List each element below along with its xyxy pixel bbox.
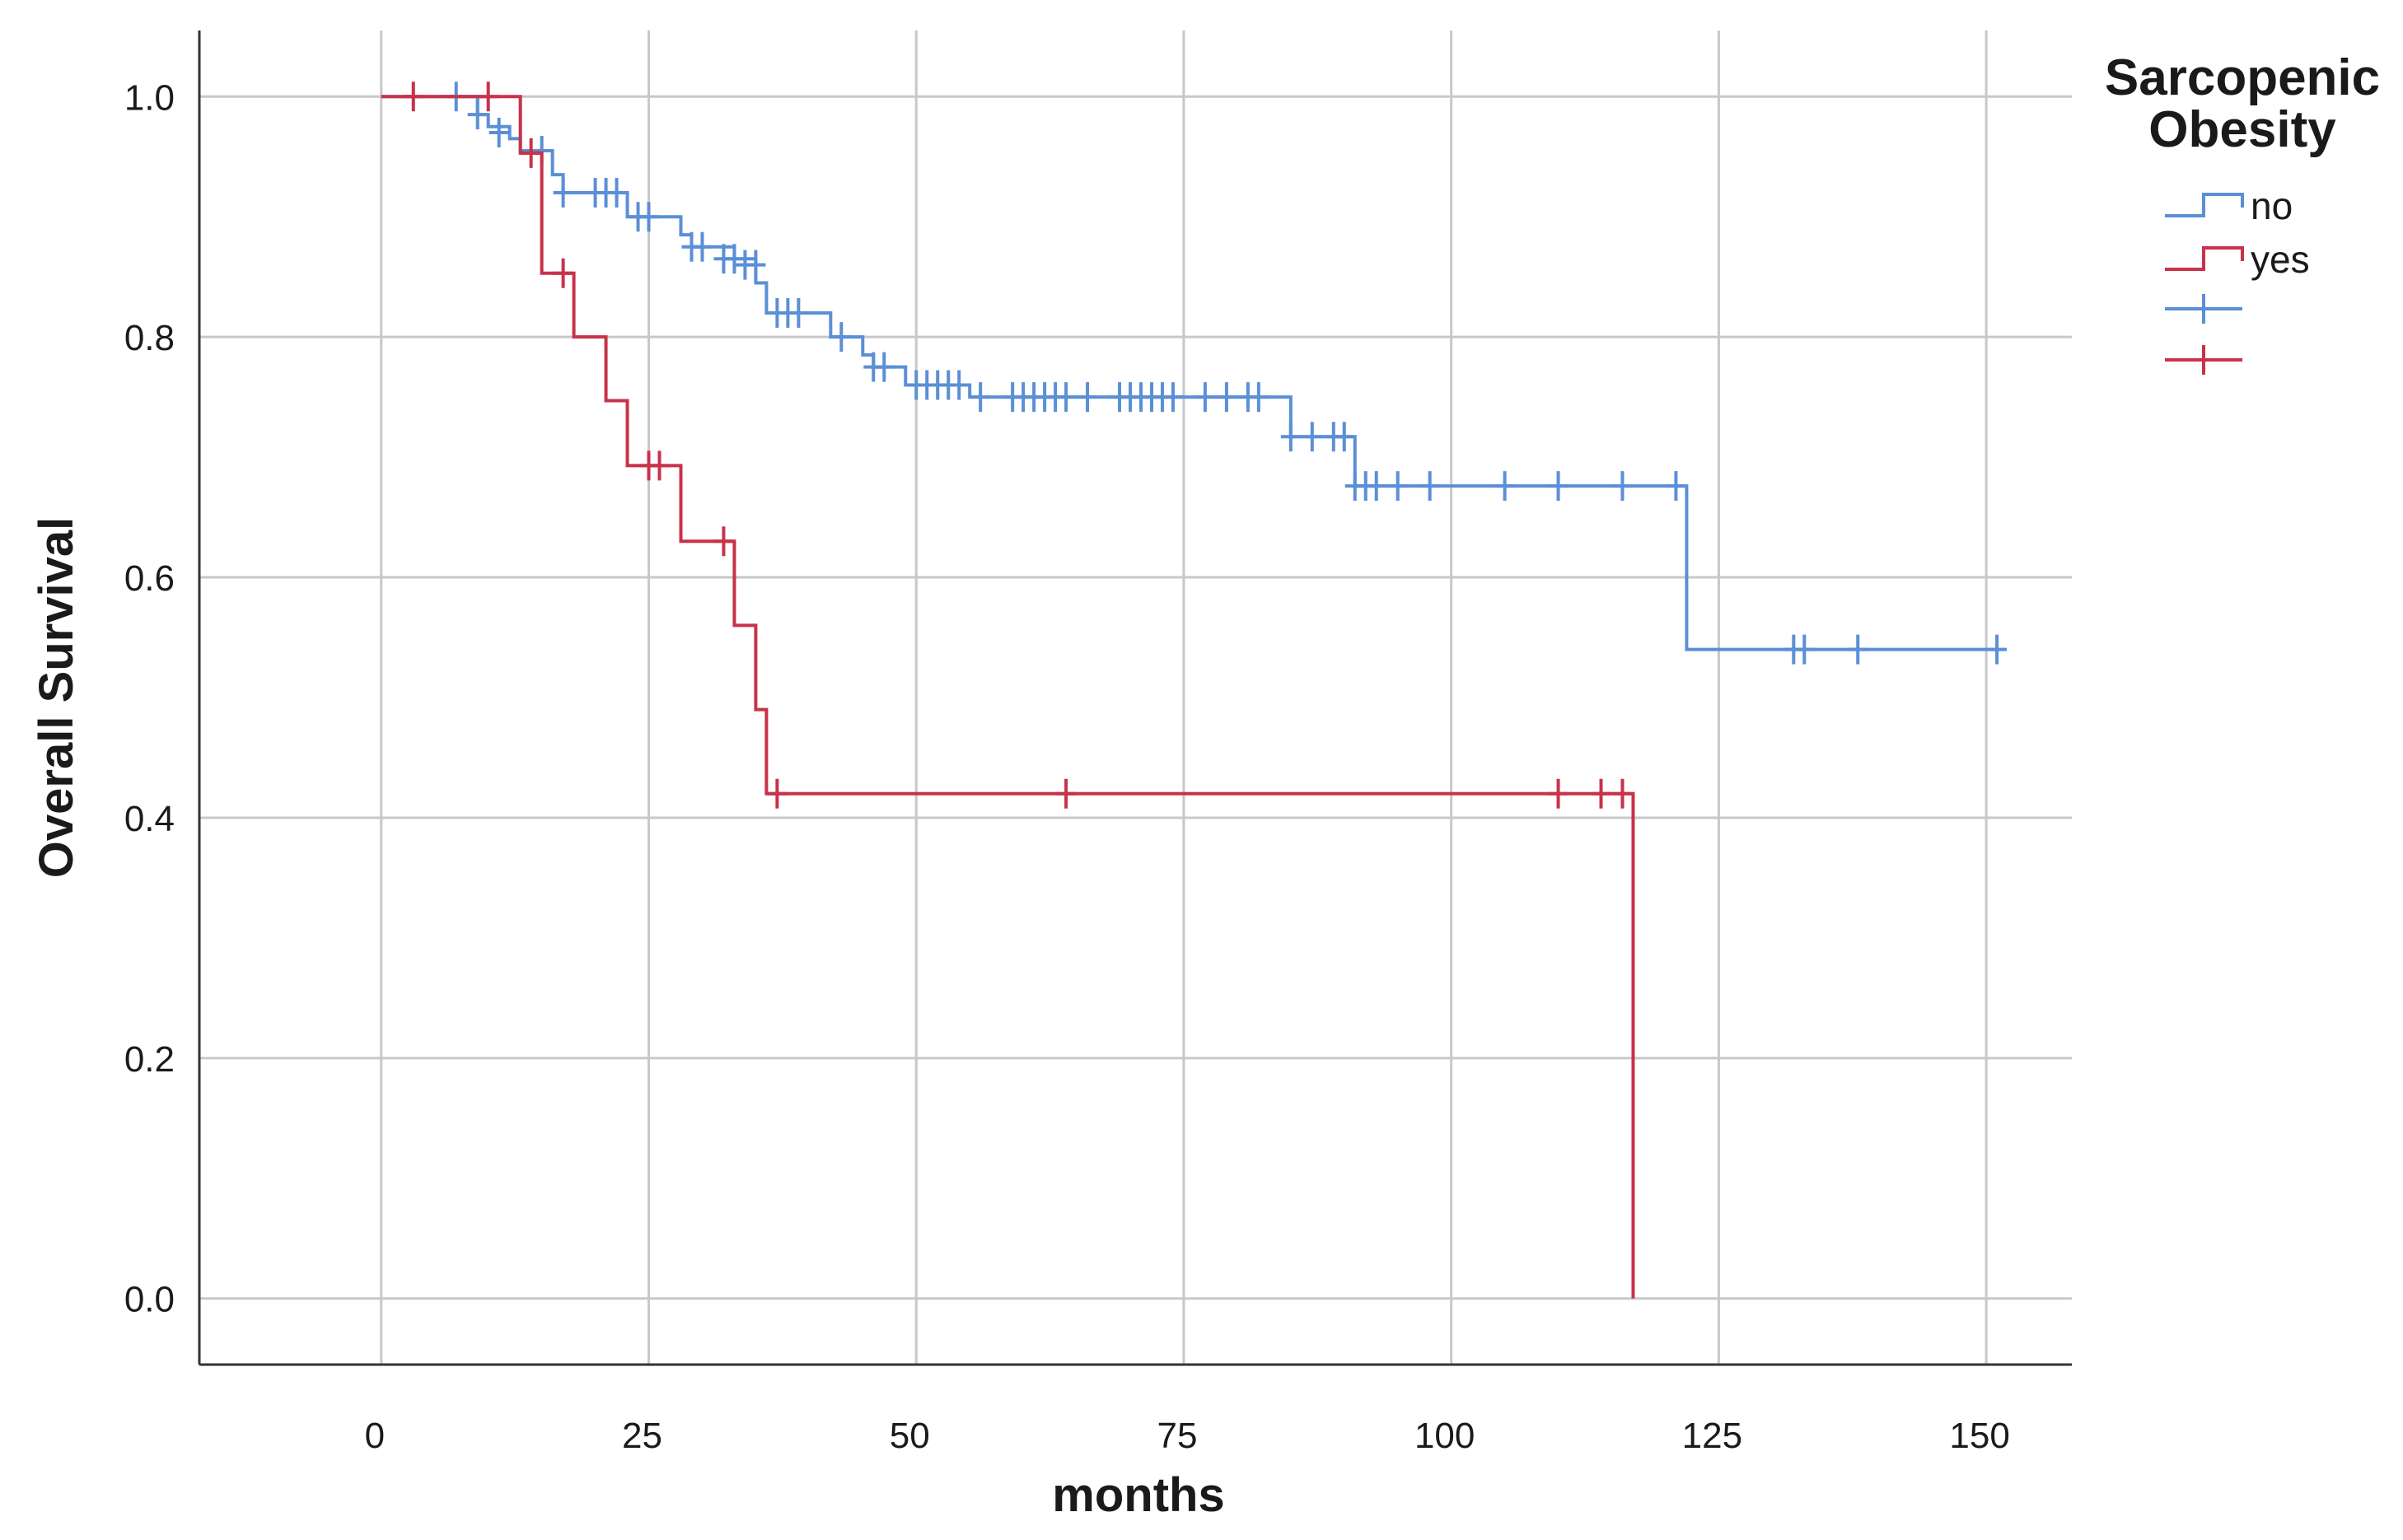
legend-censor-2	[2165, 294, 2242, 324]
censor-mark-no-57	[1666, 471, 1686, 502]
censor-mark-no-40	[1162, 382, 1183, 413]
censor-mark-no-13	[724, 244, 745, 274]
censor-mark-yes-3	[553, 258, 573, 288]
censor-mark-no-1	[467, 100, 488, 130]
censor-mark-no-18	[788, 297, 809, 328]
legend-items: no yes	[2165, 184, 2310, 375]
y-tick-label-1: 0.2	[124, 1039, 175, 1080]
censor-mark-yes-10	[1591, 778, 1611, 809]
censor-mark-no-21	[874, 352, 895, 382]
y-axis-title: Overall Survival	[30, 517, 83, 878]
axes	[198, 30, 2072, 1366]
censor-mark-no-52	[1387, 471, 1408, 502]
censor-mark-no-48	[1334, 422, 1354, 452]
censor-mark-no-60	[1848, 634, 1868, 665]
legend: Sarcopenic Obesity no yes	[2105, 49, 2380, 375]
y-tick-label-4: 0.8	[124, 318, 175, 358]
censor-mark-no-27	[970, 382, 991, 413]
censor-mark-no-34	[1078, 382, 1098, 413]
x-axis-title: months	[1052, 1468, 1224, 1522]
x-tick-labels: 0 25 50 75 100 125 150	[365, 1416, 2010, 1456]
censor-mark-no-45	[1280, 422, 1301, 452]
censor-mark-no-11	[692, 231, 713, 262]
censor-mark-yes-9	[1548, 778, 1568, 809]
y-tick-label-0: 0.0	[124, 1280, 175, 1320]
censor-mark-no-59	[1794, 634, 1815, 665]
censor-mark-yes-0	[403, 82, 423, 112]
censor-mark-yes-8	[1056, 778, 1077, 809]
y-tick-label-2: 0.4	[124, 799, 175, 839]
censor-mark-no-33	[1056, 382, 1077, 413]
x-tick-label-6: 150	[1949, 1416, 2009, 1456]
legend-title-line1: Sarcopenic	[2105, 49, 2380, 106]
censor-mark-no-56	[1612, 471, 1633, 502]
x-tick-label-0: 0	[365, 1416, 385, 1456]
legend-censor-3	[2165, 345, 2242, 375]
y-tick-labels: 0.0 0.2 0.4 0.6 0.8 1.0	[124, 77, 175, 1319]
censor-mark-no-7	[606, 178, 627, 208]
censor-mark-yes-7	[767, 778, 788, 809]
censor-mark-no-42	[1216, 382, 1237, 413]
series-line-yes	[381, 95, 1635, 1299]
censor-mark-no-54	[1494, 471, 1515, 502]
censor-mark-no-4	[553, 178, 573, 208]
legend-line-1	[2165, 246, 2244, 271]
censor-mark-no-51	[1366, 471, 1386, 502]
censor-mark-no-55	[1548, 471, 1568, 502]
censor-mark-yes-6	[713, 526, 734, 557]
censor-mark-no-19	[831, 322, 852, 352]
censor-mark-no-41	[1194, 382, 1215, 413]
censor-mark-no-26	[949, 370, 970, 400]
y-tick-label-5: 1.0	[124, 77, 175, 118]
legend-label-1: yes	[2251, 238, 2310, 281]
censor-mark-no-15	[746, 250, 766, 280]
censor-mark-no-61	[1987, 634, 2008, 665]
censor-mark-yes-5	[649, 450, 670, 481]
x-tick-label-2: 50	[890, 1416, 930, 1456]
x-tick-label-1: 25	[622, 1416, 662, 1456]
censor-mark-no-44	[1248, 382, 1269, 413]
x-tick-label-5: 125	[1682, 1416, 1742, 1456]
censor-mark-yes-2	[521, 138, 541, 168]
legend-title-line2: Obesity	[2148, 101, 2336, 158]
x-tick-label-4: 100	[1414, 1416, 1475, 1456]
x-tick-label-3: 75	[1157, 1416, 1197, 1456]
legend-line-0	[2165, 193, 2244, 217]
censor-mark-yes-11	[1612, 778, 1633, 809]
censor-mark-no-46	[1302, 422, 1322, 452]
censor-mark-no-9	[638, 202, 659, 232]
legend-label-0: no	[2251, 184, 2293, 227]
censor-mark-no-53	[1419, 471, 1440, 502]
grid-lines	[199, 30, 2072, 1365]
y-tick-label-3: 0.6	[124, 558, 175, 599]
plot-series	[381, 82, 2008, 1299]
censor-mark-no-2	[489, 118, 509, 148]
censor-mark-yes-1	[478, 82, 498, 112]
